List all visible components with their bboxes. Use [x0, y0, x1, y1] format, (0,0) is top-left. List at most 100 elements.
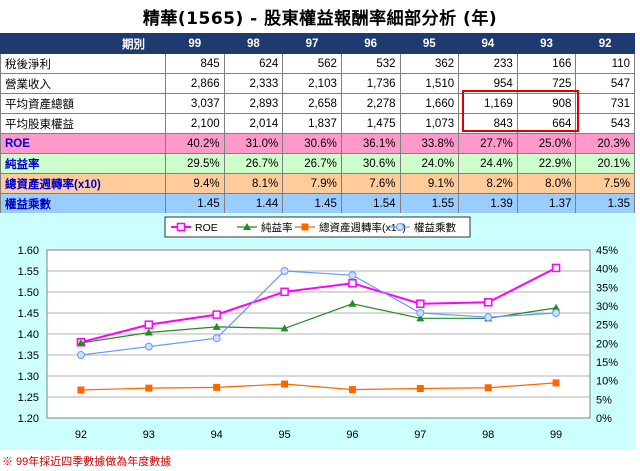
table-cell: 1.45: [165, 193, 225, 214]
data-point: [301, 223, 309, 231]
table-cell: 1,736: [340, 73, 401, 94]
right-tick-label: 25%: [596, 320, 618, 332]
table-cell: 908: [516, 93, 577, 114]
table-cell: 2,866: [165, 73, 225, 94]
year-header: 93: [516, 33, 577, 54]
table-cell: 1.37: [516, 193, 577, 214]
x-tick-label: 92: [75, 429, 87, 441]
table-row: 權益乘數 1.45 1.44 1.45 1.54 1.55 1.39 1.37 1.35: [0, 193, 635, 214]
series-line: [80, 267, 557, 344]
right-tick-label: 45%: [596, 245, 618, 257]
table-cell: 624: [223, 53, 284, 74]
table-cell: 2,100: [165, 113, 225, 134]
data-point: [144, 328, 153, 336]
table-cell: 24.0%: [399, 153, 460, 174]
table-cell: 9.1%: [399, 173, 460, 194]
x-tick-label: 97: [414, 429, 426, 441]
data-point: [176, 222, 186, 232]
left-tick-label: 1.35: [18, 350, 39, 362]
row-label: 平均股東權益: [0, 113, 166, 134]
table-cell: 532: [340, 53, 401, 74]
table-cell: 845: [165, 53, 225, 74]
table-row: 純益率 29.5% 26.7% 26.7% 30.6% 24.0% 24.4% 22.9% 20…: [0, 153, 635, 174]
data-point: [77, 386, 85, 394]
table-cell: 2,893: [223, 93, 284, 114]
right-tick-label: 5%: [596, 394, 612, 406]
table-cell: 110: [575, 53, 635, 74]
data-point: [416, 299, 425, 309]
legend-label: 純益率: [261, 221, 293, 234]
table-cell: 30.6%: [340, 153, 401, 174]
left-tick-label: 1.40: [18, 329, 39, 341]
data-point: [552, 309, 561, 317]
legend-label: 總資產週轉率(x10): [319, 221, 406, 234]
table-cell: 1,169: [458, 93, 518, 114]
right-tick-label: 35%: [596, 282, 618, 294]
table-cell: 8.1%: [223, 173, 284, 194]
left-tick-label: 1.30: [18, 371, 39, 383]
table-cell: 731: [575, 93, 635, 114]
table-cell: 1,073: [399, 113, 460, 134]
table-cell: 33.8%: [399, 133, 460, 154]
table-cell: 26.7%: [223, 153, 284, 174]
data-point: [552, 303, 561, 311]
table-cell: 31.0%: [223, 133, 284, 154]
table-cell: 1.45: [282, 193, 342, 214]
table-cell: 2,333: [223, 73, 284, 94]
table-cell: 25.0%: [516, 133, 577, 154]
table-row: 營業收入 2,866 2,333 2,103 1,736 1,510 954 725 547: [0, 73, 635, 94]
table-cell: 20.1%: [575, 153, 635, 174]
chart-area: 1.20 1.25 1.30 1.35 1.40 1.45 1.50 1.55 1.60 0% 5%…: [0, 213, 635, 450]
table-cell: 1.35: [575, 193, 635, 214]
right-tick-label: 10%: [596, 376, 618, 388]
year-header: 98: [223, 33, 284, 54]
financial-table: 期別 99 98 97 96 95 94 93 92 稅後淨利 845 624 562 532 362 233…: [0, 33, 635, 214]
table-cell: 29.5%: [165, 153, 225, 174]
right-tick-label: 15%: [596, 357, 618, 369]
table-cell: 22.9%: [516, 153, 577, 174]
legend-label: ROE: [195, 222, 218, 234]
legend-label: 權益乘數: [414, 221, 456, 234]
series-line: [80, 303, 557, 344]
table-cell: 7.5%: [575, 173, 635, 194]
table-cell: 2,103: [282, 73, 342, 94]
table-cell: 725: [516, 73, 577, 94]
row-label: 營業收入: [0, 73, 166, 94]
data-point: [212, 334, 221, 343]
table-cell: 7.6%: [340, 173, 401, 194]
table-cell: 166: [516, 53, 577, 74]
table-header-row: 期別 99 98 97 96 95 94 93 92: [0, 33, 635, 54]
data-point: [243, 223, 251, 230]
data-point: [145, 384, 153, 392]
legend-box: [164, 216, 471, 238]
table-cell: 1.55: [399, 193, 460, 214]
table-cell: 27.7%: [458, 133, 518, 154]
left-tick-label: 1.50: [18, 287, 39, 299]
table-cell: 36.1%: [340, 133, 401, 154]
table-cell: 1,660: [399, 93, 460, 114]
table-cell: 20.3%: [575, 133, 635, 154]
table-cell: 1,510: [399, 73, 460, 94]
right-tick-label: 40%: [596, 264, 618, 276]
x-tick-label: 94: [211, 429, 223, 441]
row-label: 稅後淨利: [0, 53, 166, 74]
series-line: [80, 270, 557, 356]
table-cell: 1.44: [223, 193, 284, 214]
x-tick-label: 99: [550, 429, 562, 441]
table-cell: 1,837: [282, 113, 342, 134]
table-cell: 9.4%: [165, 173, 225, 194]
series-line: [80, 382, 557, 391]
line-chart: 1.20 1.25 1.30 1.35 1.40 1.45 1.50 1.55 1.60 0% 5%…: [18, 216, 618, 441]
table-cell: 3,037: [165, 93, 225, 114]
data-point: [281, 380, 289, 388]
table-cell: 8.2%: [458, 173, 518, 194]
year-header: 92: [575, 33, 635, 54]
table-cell: 233: [458, 53, 518, 74]
row-label: 平均資產總額: [0, 93, 166, 114]
row-label: ROE: [0, 133, 166, 154]
table-cell: 547: [575, 73, 635, 94]
data-point: [416, 385, 424, 393]
right-tick-label: 0%: [596, 413, 612, 425]
table-cell: 543: [575, 113, 635, 134]
table-cell: 24.4%: [458, 153, 518, 174]
